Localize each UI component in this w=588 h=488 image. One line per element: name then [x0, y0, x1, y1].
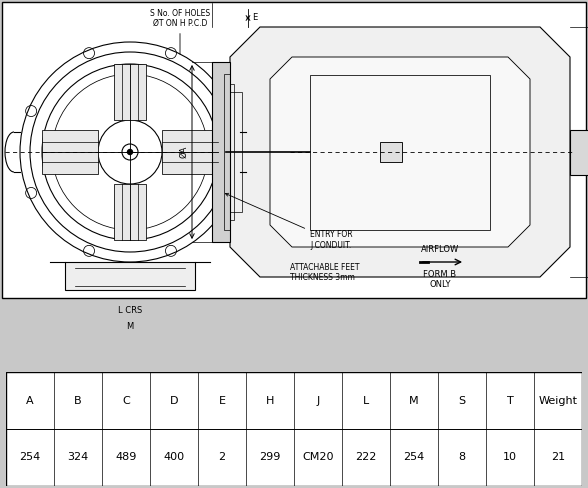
Bar — [230, 92, 242, 212]
Text: FORM B
ONLY: FORM B ONLY — [423, 270, 456, 289]
Text: ATTACHABLE FEET
THICKNESS 3mm: ATTACHABLE FEET THICKNESS 3mm — [290, 263, 359, 282]
Text: A: A — [26, 396, 34, 406]
Text: Weight: Weight — [539, 396, 577, 406]
Text: 324: 324 — [67, 452, 89, 462]
Text: CM20: CM20 — [302, 452, 334, 462]
Text: 299: 299 — [259, 452, 280, 462]
Text: L: L — [363, 396, 369, 406]
Text: S: S — [459, 396, 466, 406]
Bar — [212, 62, 230, 242]
Bar — [162, 130, 218, 174]
Circle shape — [128, 149, 132, 155]
Text: 2: 2 — [218, 452, 226, 462]
Text: C: C — [122, 396, 130, 406]
Text: 254: 254 — [19, 452, 41, 462]
Bar — [42, 130, 98, 174]
Text: L: L — [410, 0, 415, 1]
Text: D: D — [170, 396, 178, 406]
Polygon shape — [230, 27, 570, 277]
Bar — [380, 142, 402, 162]
Bar — [65, 262, 195, 290]
Text: B: B — [74, 396, 82, 406]
Bar — [224, 74, 230, 230]
Text: E: E — [219, 396, 225, 406]
Text: 489: 489 — [115, 452, 136, 462]
Text: T: T — [507, 396, 513, 406]
Polygon shape — [270, 57, 530, 247]
Text: 10: 10 — [503, 452, 517, 462]
Text: ØA: ØA — [179, 146, 188, 158]
Text: L CRS: L CRS — [118, 306, 142, 315]
Bar — [114, 184, 146, 240]
Text: 400: 400 — [163, 452, 185, 462]
Bar — [310, 75, 490, 229]
Bar — [114, 64, 146, 120]
Text: H: H — [266, 396, 274, 406]
Text: J: J — [316, 396, 320, 406]
Bar — [570, 129, 588, 175]
Text: AIRFLOW: AIRFLOW — [421, 245, 459, 254]
Text: M: M — [409, 396, 419, 406]
Text: 222: 222 — [355, 452, 377, 462]
Text: S No. OF HOLES
ØT ON H P.C.D: S No. OF HOLES ØT ON H P.C.D — [150, 9, 210, 54]
Text: 8: 8 — [459, 452, 466, 462]
Text: 21: 21 — [551, 452, 565, 462]
Text: M: M — [126, 322, 133, 331]
Bar — [230, 84, 234, 220]
Text: ENTRY FOR
J CONDUIT.: ENTRY FOR J CONDUIT. — [225, 193, 353, 250]
Text: E: E — [252, 14, 258, 22]
Text: 254: 254 — [403, 452, 425, 462]
